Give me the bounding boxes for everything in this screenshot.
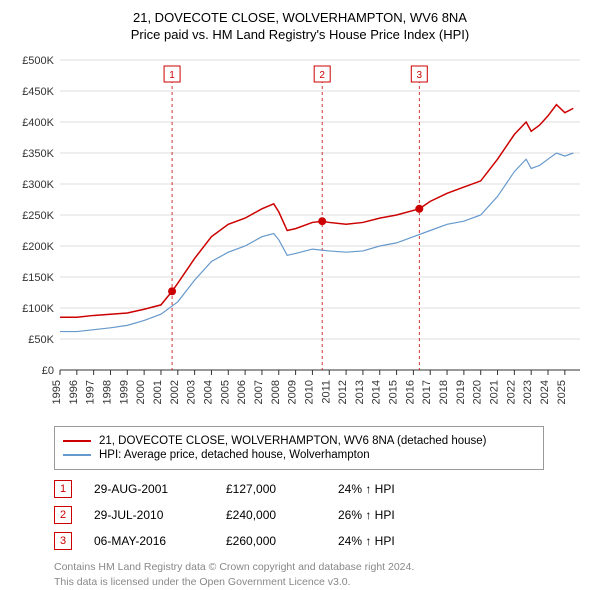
event-marker: 3	[54, 532, 72, 550]
svg-text:£450K: £450K	[22, 86, 54, 98]
chart-svg: £0 £50K £100K £150K £200K £250K £300K £350K £400…	[10, 50, 590, 420]
svg-text:2025: 2025	[556, 380, 568, 404]
event-pct: 24% ↑ HPI	[338, 534, 395, 548]
svg-text:2021: 2021	[489, 380, 501, 404]
svg-text:2004: 2004	[202, 380, 214, 404]
svg-text:2011: 2011	[320, 380, 332, 404]
svg-text:2009: 2009	[287, 380, 299, 404]
svg-text:1998: 1998	[101, 380, 113, 404]
chart-container: 21, DOVECOTE CLOSE, WOLVERHAMPTON, WV6 8…	[10, 10, 590, 589]
legend-swatch	[63, 440, 91, 442]
svg-text:2024: 2024	[539, 380, 551, 404]
svg-text:2012: 2012	[337, 380, 349, 404]
footer-line: This data is licensed under the Open Gov…	[54, 575, 590, 590]
event-price: £240,000	[226, 508, 316, 522]
svg-text:2016: 2016	[404, 380, 416, 404]
svg-text:£350K: £350K	[22, 148, 54, 160]
svg-text:£100K: £100K	[22, 303, 54, 315]
event-price: £260,000	[226, 534, 316, 548]
svg-text:1: 1	[169, 70, 175, 81]
svg-text:£250K: £250K	[22, 210, 54, 222]
svg-text:1997: 1997	[85, 380, 97, 404]
legend-label: HPI: Average price, detached house, Wolv…	[99, 449, 370, 461]
svg-text:1999: 1999	[118, 380, 130, 404]
svg-text:2: 2	[319, 70, 325, 81]
chart: £0 £50K £100K £150K £200K £250K £300K £350K £400…	[10, 50, 590, 420]
svg-text:£200K: £200K	[22, 241, 54, 253]
event-date: 06-MAY-2016	[94, 534, 204, 548]
footer: Contains HM Land Registry data © Crown c…	[54, 560, 590, 589]
svg-text:2000: 2000	[135, 380, 147, 404]
event-marker: 1	[54, 480, 72, 498]
event-pct: 24% ↑ HPI	[338, 482, 395, 496]
events-table: 1 29-AUG-2001 £127,000 24% ↑ HPI 2 29-JU…	[54, 480, 590, 550]
svg-text:£50K: £50K	[28, 334, 54, 346]
event-pct: 26% ↑ HPI	[338, 508, 395, 522]
svg-text:2018: 2018	[438, 380, 450, 404]
svg-text:£400K: £400K	[22, 117, 54, 129]
svg-text:2001: 2001	[152, 380, 164, 404]
svg-text:2022: 2022	[505, 380, 517, 404]
title-block: 21, DOVECOTE CLOSE, WOLVERHAMPTON, WV6 8…	[10, 10, 590, 42]
legend-item: 21, DOVECOTE CLOSE, WOLVERHAMPTON, WV6 8…	[63, 435, 535, 447]
svg-text:£300K: £300K	[22, 179, 54, 191]
event-marker: 2	[54, 506, 72, 524]
svg-text:2007: 2007	[253, 380, 265, 404]
title-subtitle: Price paid vs. HM Land Registry's House …	[10, 27, 590, 42]
svg-text:2002: 2002	[169, 380, 181, 404]
svg-text:2017: 2017	[421, 380, 433, 404]
svg-text:1995: 1995	[51, 380, 63, 404]
event-date: 29-AUG-2001	[94, 482, 204, 496]
title-address: 21, DOVECOTE CLOSE, WOLVERHAMPTON, WV6 8…	[10, 10, 590, 25]
svg-text:2019: 2019	[455, 380, 467, 404]
event-row: 3 06-MAY-2016 £260,000 24% ↑ HPI	[54, 532, 590, 550]
svg-text:£0: £0	[42, 365, 54, 377]
footer-line: Contains HM Land Registry data © Crown c…	[54, 560, 590, 575]
event-row: 2 29-JUL-2010 £240,000 26% ↑ HPI	[54, 506, 590, 524]
svg-text:2020: 2020	[472, 380, 484, 404]
legend: 21, DOVECOTE CLOSE, WOLVERHAMPTON, WV6 8…	[54, 426, 544, 470]
svg-text:2010: 2010	[303, 380, 315, 404]
svg-text:2014: 2014	[371, 380, 383, 404]
event-price: £127,000	[226, 482, 316, 496]
legend-item: HPI: Average price, detached house, Wolv…	[63, 449, 535, 461]
svg-text:£150K: £150K	[22, 272, 54, 284]
event-date: 29-JUL-2010	[94, 508, 204, 522]
svg-text:1996: 1996	[68, 380, 80, 404]
legend-swatch	[63, 454, 91, 456]
event-row: 1 29-AUG-2001 £127,000 24% ↑ HPI	[54, 480, 590, 498]
svg-text:£500K: £500K	[22, 55, 54, 67]
svg-text:2015: 2015	[388, 380, 400, 404]
svg-text:2006: 2006	[236, 380, 248, 404]
svg-text:2003: 2003	[186, 380, 198, 404]
svg-text:2005: 2005	[219, 380, 231, 404]
legend-label: 21, DOVECOTE CLOSE, WOLVERHAMPTON, WV6 8…	[99, 435, 487, 447]
svg-text:3: 3	[417, 70, 423, 81]
svg-text:2008: 2008	[270, 380, 282, 404]
svg-text:2013: 2013	[354, 380, 366, 404]
svg-text:2023: 2023	[522, 380, 534, 404]
